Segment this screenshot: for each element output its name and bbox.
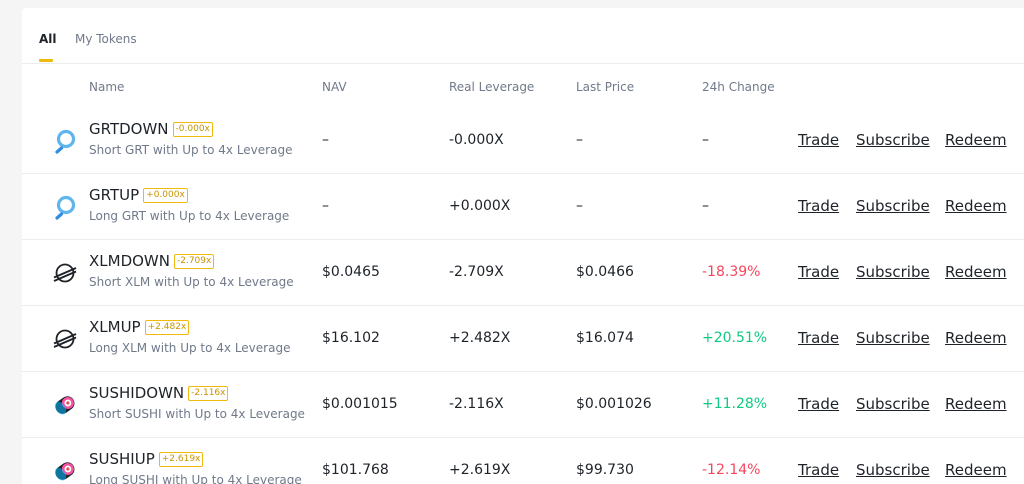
change-24h-value: +20.51%	[702, 330, 768, 346]
table-row: GRTUP +0.000x Long GRT with Up to 4x Lever…	[22, 174, 1024, 240]
token-symbol[interactable]: XLMDOWN -2.709x	[89, 252, 215, 270]
last-price-value: $16.074	[576, 330, 634, 346]
nav-value: $0.001015	[322, 396, 398, 412]
last-price-value: $0.0466	[576, 264, 634, 280]
tab-bar: All My Tokens	[22, 8, 1024, 64]
last-price-value: –	[576, 132, 583, 148]
redeem-link[interactable]: Redeem	[945, 461, 1007, 479]
subscribe-link[interactable]: Subscribe	[856, 263, 930, 281]
table-header: Name NAV Real Leverage Last Price 24h Ch…	[22, 74, 1024, 104]
token-description: Long SUSHI with Up to 4x Leverage	[89, 473, 302, 484]
leverage-badge: -0.000x	[172, 122, 213, 137]
token-description: Short SUSHI with Up to 4x Leverage	[89, 407, 305, 421]
real-leverage-value: +0.000X	[449, 198, 511, 214]
column-header-price: Last Price	[576, 80, 635, 94]
trade-link[interactable]: Trade	[798, 329, 840, 347]
column-header-leverage: Real Leverage	[449, 80, 535, 94]
nav-value: $0.0465	[322, 264, 380, 280]
tab-my-tokens[interactable]: My Tokens	[75, 32, 137, 46]
real-leverage-value: -2.709X	[449, 264, 504, 280]
active-tab-indicator	[39, 59, 53, 62]
redeem-link[interactable]: Redeem	[945, 197, 1007, 215]
tab-all[interactable]: All	[39, 32, 57, 46]
token-symbol[interactable]: SUSHIDOWN -2.116x	[89, 384, 229, 402]
redeem-link[interactable]: Redeem	[945, 395, 1007, 413]
token-description: Short GRT with Up to 4x Leverage	[89, 143, 293, 157]
leveraged-tokens-panel: All My Tokens Name NAV Real Leverage Las…	[22, 8, 1024, 484]
grt-icon	[52, 194, 78, 220]
table-row: XLMDOWN -2.709x Short XLM with Up to 4x Le…	[22, 240, 1024, 306]
table-row: SUSHIUP +2.619x Long SUSHI with Up to 4x L…	[22, 438, 1024, 484]
token-description: Short XLM with Up to 4x Leverage	[89, 275, 294, 289]
subscribe-link[interactable]: Subscribe	[856, 197, 930, 215]
column-header-change: 24h Change	[702, 80, 775, 94]
sushi-icon	[52, 392, 78, 418]
change-24h-value: -12.14%	[702, 462, 761, 478]
leverage-badge: -2.116x	[188, 386, 229, 401]
token-symbol[interactable]: XLMUP +2.482x	[89, 318, 190, 336]
last-price-value: –	[576, 198, 583, 214]
leverage-badge: +0.000x	[143, 188, 188, 203]
subscribe-link[interactable]: Subscribe	[856, 131, 930, 149]
change-24h-value: -18.39%	[702, 264, 761, 280]
trade-link[interactable]: Trade	[798, 131, 840, 149]
redeem-link[interactable]: Redeem	[945, 131, 1007, 149]
token-symbol[interactable]: GRTDOWN -0.000x	[89, 120, 213, 138]
redeem-link[interactable]: Redeem	[945, 263, 1007, 281]
real-leverage-value: +2.619X	[449, 462, 511, 478]
change-24h-value: –	[702, 198, 709, 214]
table-row: SUSHIDOWN -2.116x Short SUSHI with Up to 4…	[22, 372, 1024, 438]
table-row: XLMUP +2.482x Long XLM with Up to 4x Lever…	[22, 306, 1024, 372]
xlm-icon	[52, 260, 78, 286]
token-description: Long GRT with Up to 4x Leverage	[89, 209, 290, 223]
change-24h-value: +11.28%	[702, 396, 768, 412]
subscribe-link[interactable]: Subscribe	[856, 461, 930, 479]
change-24h-value: –	[702, 132, 709, 148]
real-leverage-value: -0.000X	[449, 132, 504, 148]
redeem-link[interactable]: Redeem	[945, 329, 1007, 347]
real-leverage-value: -2.116X	[449, 396, 504, 412]
sushi-icon	[52, 458, 78, 484]
nav-value: $16.102	[322, 330, 380, 346]
nav-value: $101.768	[322, 462, 389, 478]
trade-link[interactable]: Trade	[798, 461, 840, 479]
nav-value: –	[322, 198, 329, 214]
last-price-value: $0.001026	[576, 396, 652, 412]
column-header-name: Name	[89, 80, 125, 94]
last-price-value: $99.730	[576, 462, 634, 478]
xlm-icon	[52, 326, 78, 352]
token-symbol[interactable]: GRTUP +0.000x	[89, 186, 188, 204]
trade-link[interactable]: Trade	[798, 395, 840, 413]
token-description: Long XLM with Up to 4x Leverage	[89, 341, 291, 355]
leverage-badge: +2.619x	[158, 452, 204, 467]
grt-icon	[52, 128, 78, 154]
column-header-nav: NAV	[322, 80, 347, 94]
leverage-badge: -2.709x	[173, 254, 215, 269]
real-leverage-value: +2.482X	[449, 330, 511, 346]
subscribe-link[interactable]: Subscribe	[856, 395, 930, 413]
trade-link[interactable]: Trade	[798, 263, 840, 281]
nav-value: –	[322, 132, 329, 148]
token-symbol[interactable]: SUSHIUP +2.619x	[89, 450, 204, 468]
leverage-badge: +2.482x	[144, 320, 190, 335]
subscribe-link[interactable]: Subscribe	[856, 329, 930, 347]
table-row: GRTDOWN -0.000x Short GRT with Up to 4x Le…	[22, 108, 1024, 174]
trade-link[interactable]: Trade	[798, 197, 840, 215]
